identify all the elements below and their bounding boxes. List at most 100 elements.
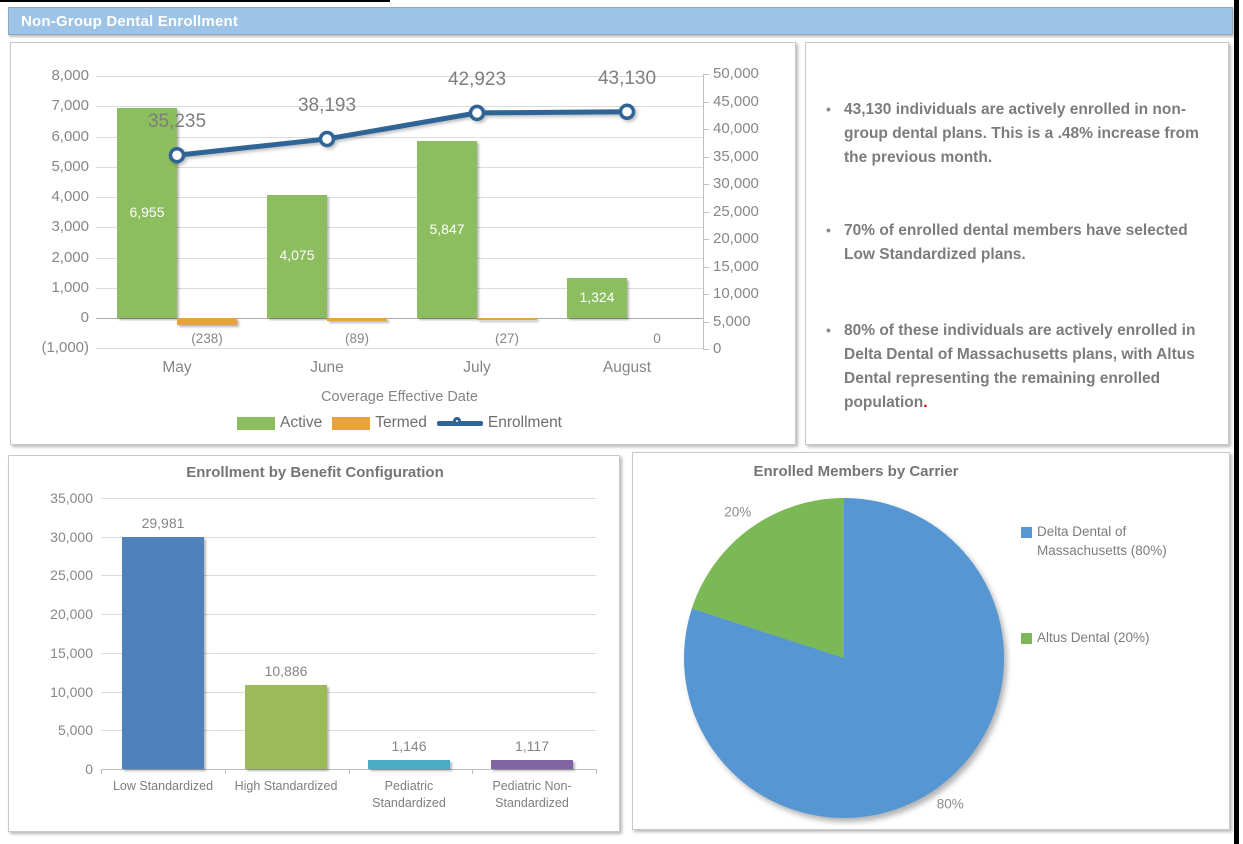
config-bar-2	[245, 684, 327, 769]
insights-panel: • 43,130 individuals are actively enrolle…	[805, 42, 1229, 445]
config-y-axis-tick: 5,000	[57, 722, 93, 739]
combo-gridline	[96, 318, 703, 319]
insight-text: 43,130 individuals are actively enrolled…	[844, 101, 1199, 167]
combo-right-axis-tick: 40,000	[713, 120, 759, 137]
config-category-label: Pediatric Non- Standardized	[492, 779, 572, 810]
combo-gridline	[96, 136, 703, 138]
combo-right-axis-tickmark	[703, 239, 709, 240]
active-bar-label: 6,955	[129, 203, 165, 220]
combo-gridline	[96, 287, 703, 289]
config-y-axis-tick: 30,000	[50, 528, 93, 545]
combo-right-axis-tickmark	[703, 321, 709, 323]
config-x-axis-tickmark	[224, 769, 226, 774]
config-bar-value-label: 10,886	[264, 662, 308, 679]
config-gridline	[101, 730, 596, 732]
pie-percent-label: 20%	[724, 504, 752, 520]
config-gridline	[101, 652, 596, 654]
combo-right-axis-tickmark	[703, 211, 709, 213]
legend-square-icon	[1021, 527, 1032, 538]
config-category-label: High Standardized	[234, 779, 338, 793]
config-y-axis-tick: 15,000	[50, 644, 93, 661]
pie-percent-label: 80%	[936, 796, 964, 812]
combo-left-axis-tick: 4,000	[51, 188, 89, 205]
combo-gridline	[96, 76, 703, 77]
legend-item-active: Active	[237, 414, 322, 432]
termed-bar-may	[177, 318, 237, 326]
combo-right-axis-tickmark	[703, 349, 709, 350]
combo-right-axis-tick: 20,000	[713, 230, 759, 247]
combo-gridline	[96, 348, 703, 350]
bullet-icon: •	[826, 222, 831, 238]
combo-category-label: May	[162, 359, 192, 376]
combo-gridline	[96, 257, 703, 259]
combo-right-axis-tick: 15,000	[713, 257, 759, 275]
carrier-pie-chart-panel: Enrolled Members by Carrier 80% 20% Delta D…	[632, 452, 1230, 830]
enrollment-combo-chart-panel: 8,000 7,000 6,000 5,000 4,000 3,000 2,000 1,000…	[10, 42, 796, 445]
config-x-axis-tickmark	[472, 769, 474, 774]
insight-text: 80% of these individuals are actively en…	[844, 322, 1196, 412]
combo-left-axis-tick: 2,000	[51, 248, 89, 266]
combo-gridline	[96, 166, 703, 168]
benefit-config-title: Enrollment by Benefit Configuration	[186, 464, 444, 481]
combo-left-axis-tick: 1,000	[51, 278, 89, 296]
config-gridline	[101, 536, 596, 538]
insight-bullet: • 80% of these individuals are actively e…	[826, 319, 1212, 415]
line-swatch-marker	[452, 417, 461, 425]
config-x-axis-tickmark	[596, 769, 597, 774]
combo-left-axis-tick: 0	[80, 309, 89, 326]
combo-legend: Active Termed Enrollment	[96, 414, 703, 432]
active-bar-label: 5,847	[429, 220, 465, 237]
page-title: Non-Group Dental Enrollment	[21, 12, 239, 30]
enrollment-line-label: 43,130	[597, 67, 657, 89]
config-bar-value-label: 29,981	[141, 514, 185, 531]
config-category-label: Low Standardized	[112, 779, 214, 793]
config-x-axis-tickmark	[348, 769, 350, 774]
legend-item-enrollment: Enrollment	[436, 414, 562, 432]
active-bar-label: 1,324	[579, 288, 615, 305]
config-x-axis-tickmark	[101, 769, 102, 774]
legend-label: Active	[280, 414, 323, 431]
config-category-label: Pediatric Standardized	[372, 779, 446, 810]
active-swatch-icon	[237, 416, 275, 430]
combo-left-axis-tick: (1,000)	[41, 339, 89, 357]
combo-category-label: June	[310, 359, 344, 376]
config-y-axis-tick: 0	[85, 761, 93, 777]
bullet-icon: •	[826, 322, 831, 338]
config-gridline	[101, 575, 596, 577]
termed-bar-label: (238)	[191, 331, 223, 346]
enrollment-line-label: 38,193	[297, 94, 357, 116]
combo-right-axis-tick: 50,000	[713, 65, 759, 82]
combo-left-axis-tick: 8,000	[51, 67, 89, 84]
termed-bar-label: (89)	[344, 331, 369, 346]
active-bar-label: 4,075	[279, 247, 315, 264]
termed-bar-june	[327, 318, 387, 321]
combo-gridline	[96, 227, 703, 229]
enrollment-swatch-icon	[436, 416, 483, 430]
active-bar-july	[417, 141, 477, 318]
pie-legend-label: Delta Dental of Massachusetts (80%)	[1037, 524, 1167, 558]
combo-right-axis-tickmark	[703, 184, 709, 185]
config-bar-4	[491, 760, 573, 769]
combo-left-axis-tick: 6,000	[51, 127, 89, 145]
pie-legend-item-1: Delta Dental of Massachusetts (80%)	[1021, 523, 1217, 561]
combo-right-axis-tick: 0	[713, 340, 722, 357]
enrollment-line-label: 42,923	[447, 68, 507, 90]
combo-category-label: August	[602, 359, 652, 376]
config-y-axis-tick: 25,000	[50, 567, 93, 584]
termed-bar-label: 0	[653, 331, 661, 346]
termed-swatch-icon	[332, 416, 371, 430]
legend-square-icon	[1021, 633, 1032, 644]
combo-gridline	[96, 197, 703, 198]
combo-right-axis-tickmark	[703, 74, 709, 75]
pie-legend-item-2: Altus Dental (20%)	[1021, 629, 1217, 648]
active-bar-august	[567, 277, 627, 318]
config-gridline	[101, 691, 596, 693]
legend-label: Termed	[375, 414, 427, 431]
config-y-axis-tick: 10,000	[50, 683, 93, 700]
combo-right-axis-tickmark	[703, 294, 709, 295]
config-gridline	[101, 614, 596, 616]
config-bar-3	[368, 760, 450, 769]
combo-left-axis-tick: 7,000	[51, 97, 89, 115]
combo-right-axis-tick: 10,000	[713, 285, 759, 302]
